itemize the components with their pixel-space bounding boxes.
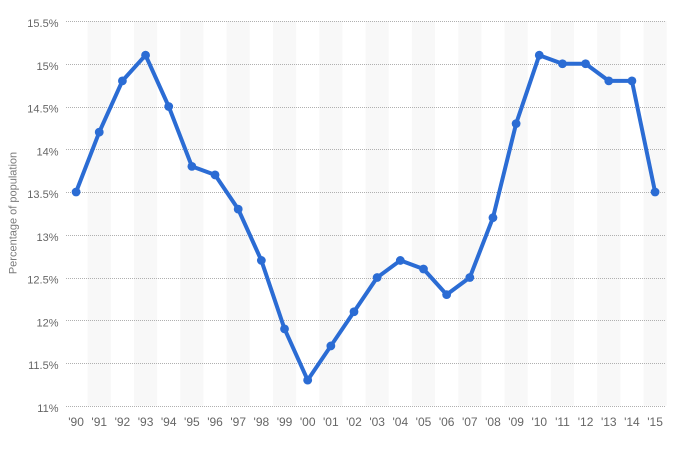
svg-text:'00: '00 <box>300 415 316 429</box>
svg-text:'91: '91 <box>91 415 107 429</box>
svg-text:'14: '14 <box>624 415 640 429</box>
svg-text:'15: '15 <box>647 415 663 429</box>
svg-text:'12: '12 <box>578 415 594 429</box>
svg-text:'07: '07 <box>462 415 478 429</box>
svg-text:'09: '09 <box>508 415 524 429</box>
svg-text:14%: 14% <box>36 146 58 158</box>
svg-text:'98: '98 <box>254 415 270 429</box>
svg-text:'10: '10 <box>531 415 547 429</box>
svg-text:11%: 11% <box>37 403 58 415</box>
svg-text:15.5%: 15.5% <box>27 18 58 30</box>
svg-text:'95: '95 <box>184 415 200 429</box>
svg-text:'94: '94 <box>161 415 177 429</box>
svg-text:'05: '05 <box>416 415 432 429</box>
svg-text:'04: '04 <box>392 415 408 429</box>
svg-text:'90: '90 <box>68 415 84 429</box>
svg-text:'99: '99 <box>277 415 293 429</box>
svg-text:13.5%: 13.5% <box>27 189 58 201</box>
svg-text:'01: '01 <box>323 415 339 429</box>
svg-text:14.5%: 14.5% <box>27 104 58 116</box>
svg-text:15%: 15% <box>36 61 58 73</box>
svg-text:12.5%: 12.5% <box>27 275 58 287</box>
svg-text:'02: '02 <box>346 415 362 429</box>
svg-text:12%: 12% <box>36 317 58 329</box>
svg-text:Percentage of population: Percentage of population <box>8 152 20 274</box>
svg-text:'92: '92 <box>115 415 131 429</box>
svg-text:'97: '97 <box>230 415 246 429</box>
svg-text:'06: '06 <box>439 415 455 429</box>
svg-text:'08: '08 <box>485 415 501 429</box>
svg-text:13%: 13% <box>36 232 58 244</box>
svg-text:11.5%: 11.5% <box>28 360 59 372</box>
svg-text:'93: '93 <box>138 415 154 429</box>
svg-text:'96: '96 <box>207 415 223 429</box>
svg-text:'11: '11 <box>555 415 570 429</box>
svg-text:'13: '13 <box>601 415 617 429</box>
svg-text:'03: '03 <box>369 415 385 429</box>
